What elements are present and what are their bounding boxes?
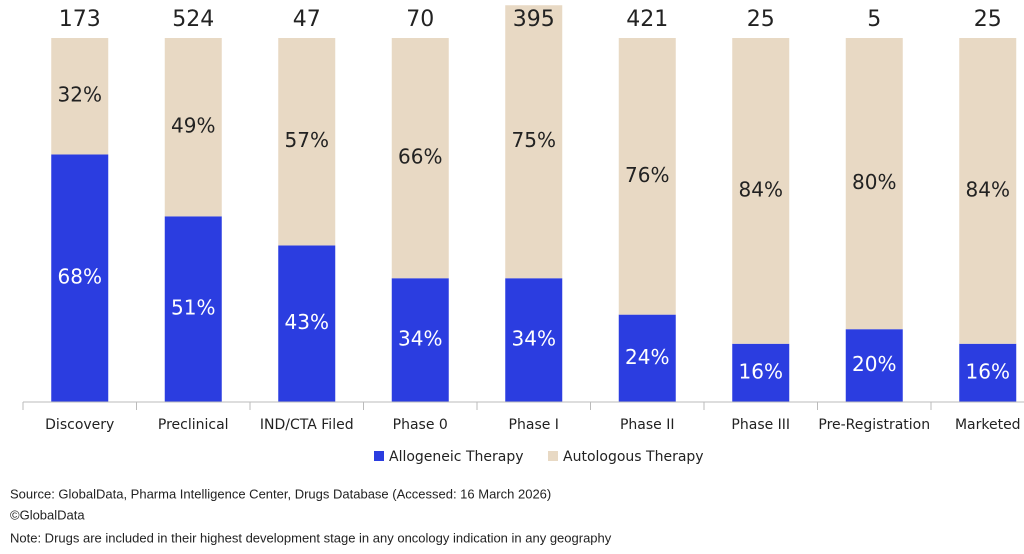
total-label: 173 — [59, 7, 101, 32]
bar-segment — [618, 38, 676, 315]
total-label: 421 — [626, 7, 668, 32]
data-label: 57% — [285, 128, 329, 152]
data-label: 66% — [398, 145, 442, 169]
x-tick-label: Phase 0 — [393, 417, 448, 433]
bar-segment — [845, 329, 903, 402]
legend-swatch — [548, 451, 558, 461]
bar-segment — [391, 38, 449, 279]
x-tick-label: Phase II — [620, 417, 675, 433]
total-label: 524 — [172, 7, 214, 32]
legend-label: Autologous Therapy — [563, 449, 704, 465]
data-label: 84% — [966, 177, 1010, 201]
legend-label: Allogeneic Therapy — [389, 449, 524, 465]
data-label: 34% — [398, 327, 442, 351]
footnote: Note: Drugs are included in their highes… — [10, 530, 612, 545]
footnote: Source: GlobalData, Pharma Intelligence … — [10, 486, 551, 501]
data-label: 20% — [852, 352, 896, 376]
bar-segment — [732, 38, 790, 344]
total-label: 25 — [747, 7, 775, 32]
data-label: 24% — [625, 345, 669, 369]
bar-segment — [51, 154, 109, 402]
bar-segment — [51, 38, 109, 155]
bar-segment — [959, 38, 1017, 344]
data-label: 76% — [625, 163, 669, 187]
x-tick-label: Preclinical — [158, 417, 229, 433]
bar-segment — [618, 314, 676, 402]
footnote: ©GlobalData — [10, 507, 85, 522]
bar-segment — [278, 245, 336, 402]
x-tick-label: IND/CTA Filed — [260, 417, 354, 433]
data-label: 32% — [58, 83, 102, 107]
data-label: 16% — [966, 359, 1010, 383]
data-label: 49% — [171, 114, 215, 138]
data-label: 34% — [512, 327, 556, 351]
bar-segment — [959, 343, 1017, 402]
total-label: 395 — [513, 7, 555, 32]
bar-segment — [278, 38, 336, 246]
bar-segment — [391, 278, 449, 402]
x-tick-label: Phase I — [509, 417, 559, 433]
x-tick-label: Pre-Registration — [818, 417, 930, 433]
total-label: 47 — [293, 7, 321, 32]
total-label: 25 — [974, 7, 1002, 32]
x-tick-label: Marketed — [955, 417, 1021, 433]
data-label: 51% — [171, 296, 215, 320]
data-label: 68% — [58, 265, 102, 289]
total-label: 5 — [867, 7, 881, 32]
data-label: 80% — [852, 170, 896, 194]
data-label: 75% — [512, 128, 556, 152]
bar-segment — [164, 38, 222, 217]
total-label: 70 — [406, 7, 434, 32]
bar-segment — [505, 278, 563, 402]
x-tick-label: Phase III — [731, 417, 790, 433]
legend-swatch — [374, 451, 384, 461]
bar-segment — [845, 38, 903, 330]
x-tick-label: Discovery — [45, 417, 114, 433]
data-label: 16% — [739, 359, 783, 383]
bar-segment — [505, 5, 563, 279]
bar-segment — [164, 216, 222, 402]
bar-segment — [732, 343, 790, 402]
data-label: 84% — [739, 177, 783, 201]
data-label: 43% — [285, 310, 329, 334]
